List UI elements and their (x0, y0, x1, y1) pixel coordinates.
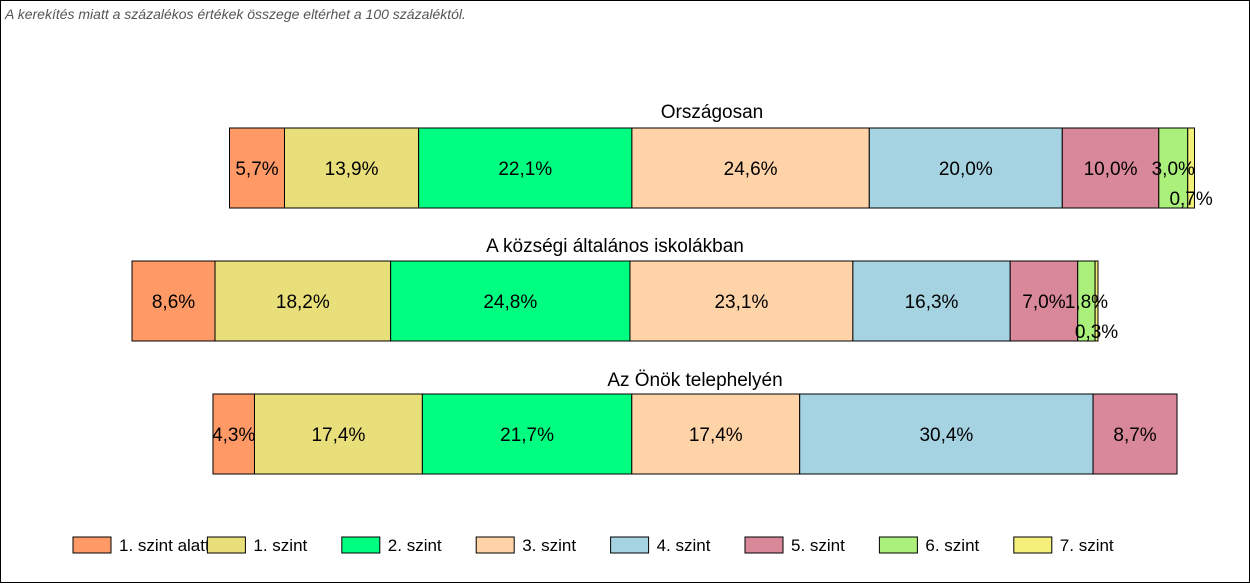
data-label: 7,0% (1022, 292, 1065, 313)
legend-item: 2. szint (341, 536, 442, 555)
data-label: 4,3% (212, 425, 255, 446)
bar-group: Az Önök telephelyén 4,3% 17,4% 21,7% 17,4% 30… (212, 370, 1178, 475)
data-label: 1,8% (1065, 292, 1108, 313)
legend-swatch (72, 536, 112, 554)
data-label: 0,3% (1075, 322, 1118, 343)
bar-group: A községi általános iskolákban 8,6% 18,2% 2… (131, 236, 1118, 343)
bar-segment (629, 260, 854, 342)
bar-segment (1009, 260, 1079, 342)
group-title: Az Önök telephelyén (607, 370, 782, 391)
data-label: 22,1% (498, 159, 552, 180)
group-title: A községi általános iskolákban (486, 236, 744, 257)
legend-item: 1. szint alatti (72, 536, 214, 555)
bar-segment (631, 127, 870, 209)
legend-label: 1. szint (253, 536, 307, 555)
legend-swatch (610, 536, 650, 554)
bar-segment (214, 260, 392, 342)
legend-label: 4. szint (657, 536, 711, 555)
data-label: 30,4% (919, 425, 973, 446)
legend-swatch (341, 536, 381, 554)
data-label: 20,0% (939, 159, 993, 180)
legend-swatch (1013, 536, 1053, 554)
legend-item: 4. szint (610, 536, 711, 555)
data-label: 24,6% (724, 159, 778, 180)
legend-swatch (475, 536, 515, 554)
bar-segment (229, 127, 286, 209)
bar-segment (284, 127, 420, 209)
data-label: 5,7% (235, 159, 278, 180)
data-label: 21,7% (500, 425, 554, 446)
bar-segment (390, 260, 631, 342)
bar-segment (631, 393, 801, 475)
bar-segment (1094, 260, 1099, 342)
data-label: 17,4% (311, 425, 365, 446)
data-label: 24,8% (483, 292, 537, 313)
legend-item: 3. szint (475, 536, 576, 555)
bar-group: Országosan 5,7% 13,9% 22,1% 24,6% 20,0% 10,0% 3… (229, 102, 1213, 210)
bar-segment (1092, 393, 1178, 475)
bar-segment (421, 393, 633, 475)
rounding-note: A kerekítés miatt a százalékos értékek ö… (4, 6, 466, 22)
bar-segment (868, 127, 1063, 209)
data-label: 18,2% (276, 292, 330, 313)
legend-label: 6. szint (925, 536, 979, 555)
data-label: 16,3% (905, 292, 959, 313)
legend-item: 1. szint (206, 536, 308, 555)
bar-segment (253, 393, 423, 475)
legend-swatch (744, 536, 784, 554)
data-label: 13,9% (325, 159, 379, 180)
bar-segment (1061, 127, 1160, 209)
data-label: 0,7% (1169, 189, 1212, 210)
legend-label: 7. szint (1060, 536, 1114, 555)
legend-label: 5. szint (791, 536, 845, 555)
bar-groups: Országosan 5,7% 13,9% 22,1% 24,6% 20,0% 10,0% 3… (131, 102, 1213, 475)
legend: 1. szint alatti 1. szint 2. szint 3. szint 4… (72, 536, 1114, 555)
data-label: 17,4% (689, 425, 743, 446)
bar-segment (852, 260, 1011, 342)
legend-label: 3. szint (522, 536, 576, 555)
legend-swatch (878, 536, 918, 554)
bar-segment (418, 127, 633, 209)
bar-segment (1158, 127, 1189, 209)
data-label: 23,1% (714, 292, 768, 313)
data-label: 10,0% (1084, 159, 1138, 180)
legend-item: 7. szint (1013, 536, 1114, 555)
legend-label: 1. szint alatti (119, 536, 214, 555)
data-label: 3,0% (1152, 159, 1195, 180)
data-label: 8,7% (1113, 425, 1156, 446)
bar-segment (1187, 127, 1195, 209)
group-title: Országosan (661, 102, 763, 123)
legend-label: 2. szint (388, 536, 442, 555)
data-label: 8,6% (152, 292, 195, 313)
bar-segment (212, 393, 255, 475)
bar-segment (131, 260, 216, 342)
legend-item: 5. szint (744, 536, 845, 555)
legend-swatch (206, 536, 246, 554)
legend-item: 6. szint (878, 536, 980, 555)
